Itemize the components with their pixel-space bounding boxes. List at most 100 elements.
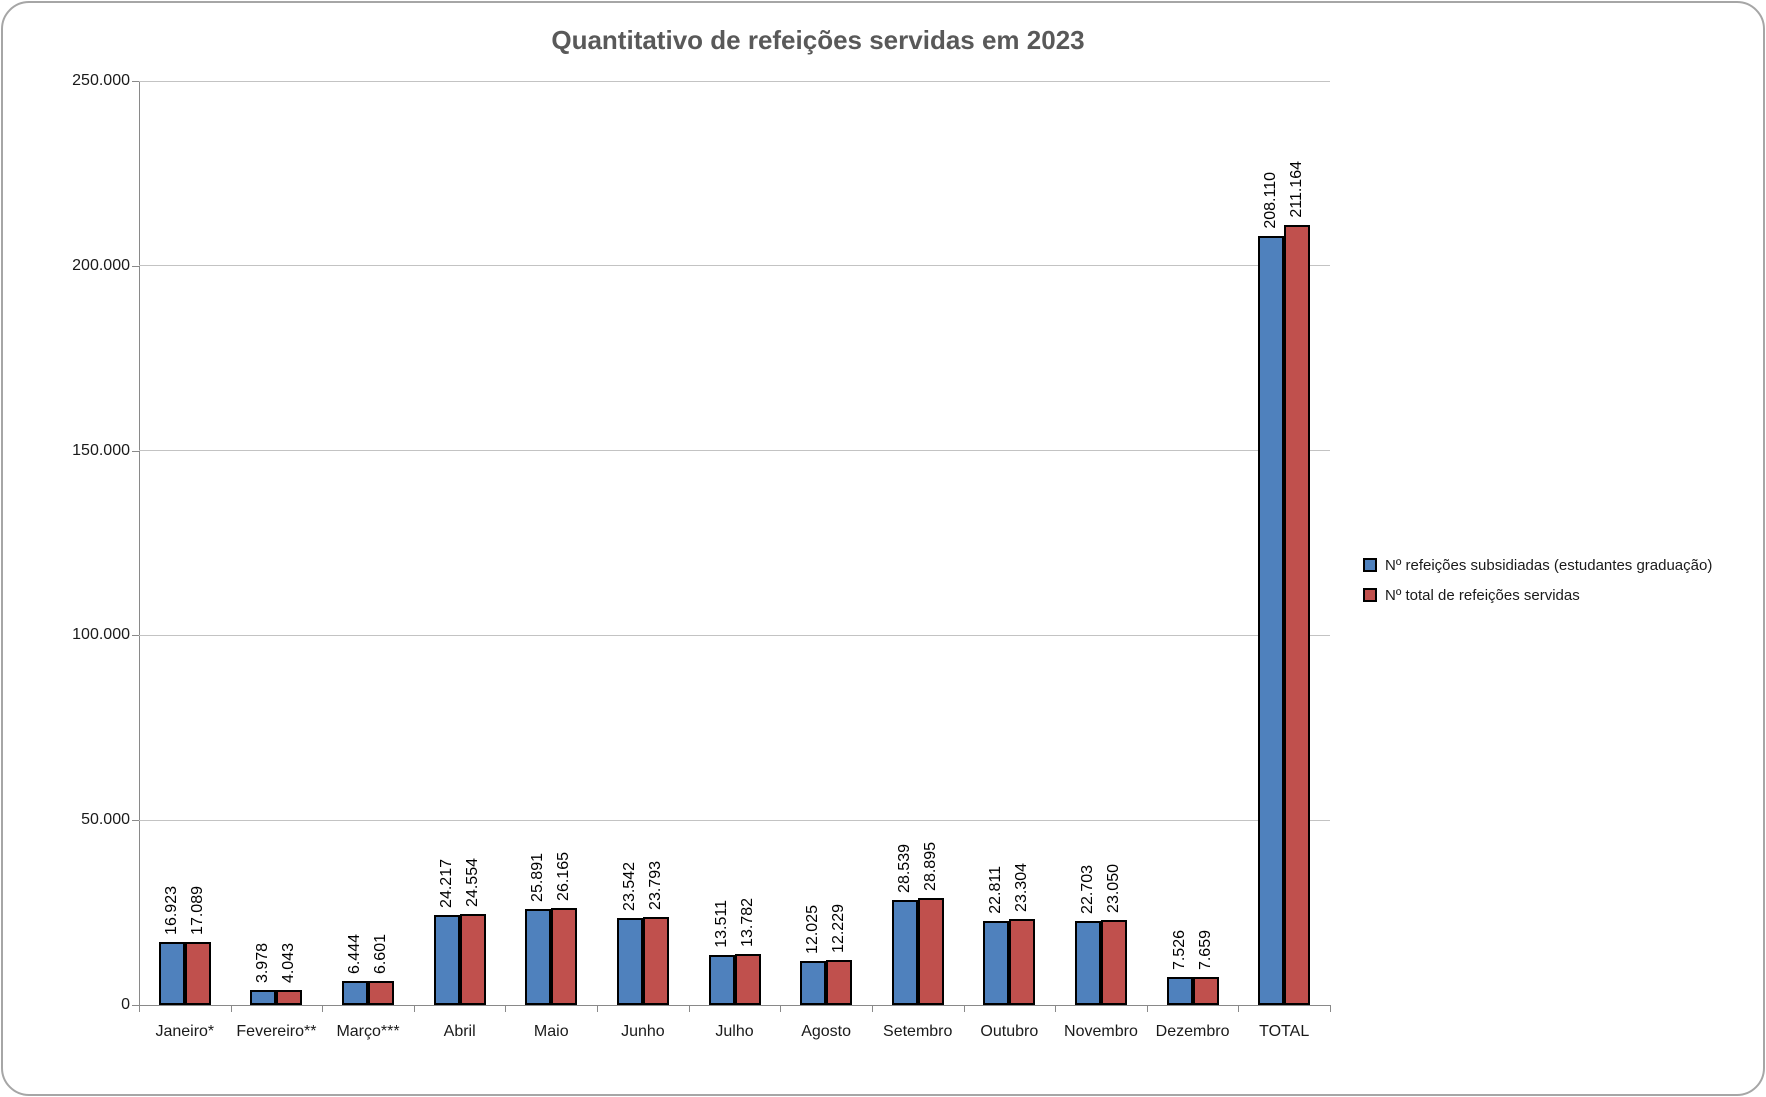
chart-title: Quantitativo de refeições servidas em 20… xyxy=(551,25,1085,55)
x-axis-line xyxy=(139,1005,1331,1006)
bar-value-label: 24.554 xyxy=(463,858,481,907)
bar xyxy=(826,960,853,1005)
legend-marker-icon xyxy=(1363,588,1377,602)
bar-value-label: 13.511 xyxy=(712,900,730,948)
x-axis-label: Julho xyxy=(715,1023,754,1040)
y-axis-label: 150.000 xyxy=(72,441,130,459)
y-axis-line xyxy=(139,81,140,1006)
bar xyxy=(1100,920,1127,1005)
bar xyxy=(433,915,460,1005)
x-axis-tick xyxy=(1146,1006,1148,1012)
bar xyxy=(250,990,277,1005)
bar-value-label: 22.811 xyxy=(987,866,1005,914)
x-axis-tick xyxy=(780,1006,782,1012)
bar xyxy=(734,954,761,1005)
y-axis-tick xyxy=(132,820,139,822)
y-axis-tick xyxy=(132,635,139,637)
x-axis-tick xyxy=(1238,1006,1240,1012)
x-axis-tick xyxy=(1330,1006,1331,1012)
bar xyxy=(917,898,944,1005)
y-axis-label: 250.000 xyxy=(72,72,130,89)
bar-value-label: 16.923 xyxy=(162,886,180,935)
gridline xyxy=(139,450,1330,452)
bar-value-label: 17.089 xyxy=(188,886,206,935)
x-axis-tick xyxy=(871,1006,873,1012)
bar xyxy=(276,990,303,1005)
gridline xyxy=(139,634,1330,636)
bar xyxy=(368,981,395,1005)
x-axis-label: Junho xyxy=(621,1023,665,1040)
x-axis-label: Outubro xyxy=(980,1023,1039,1040)
x-axis-tick xyxy=(688,1006,690,1012)
y-axis-tick xyxy=(132,81,139,82)
bar-value-label: 25.891 xyxy=(529,853,547,902)
x-axis-tick xyxy=(597,1006,599,1012)
bar-value-label: 12.229 xyxy=(830,904,848,953)
bar-value-label: 7.659 xyxy=(1196,929,1214,970)
x-axis-tick xyxy=(139,1006,140,1012)
x-axis-label: Janeiro* xyxy=(155,1023,215,1040)
y-axis-tick xyxy=(132,450,139,452)
x-axis-label: TOTAL xyxy=(1259,1023,1310,1040)
bar xyxy=(800,961,827,1005)
legend: Nº refeições subsidiadas (estudantes gra… xyxy=(1363,555,1712,605)
bar-value-label: 13.782 xyxy=(738,898,756,947)
bar xyxy=(1166,977,1193,1005)
bar-value-label: 26.165 xyxy=(555,852,573,901)
x-axis-label: Setembro xyxy=(883,1023,953,1040)
legend-item: Nº refeições subsidiadas (estudantes gra… xyxy=(1363,555,1712,575)
bar-value-label: 208.110 xyxy=(1262,172,1280,229)
y-axis-label: 100.000 xyxy=(72,626,130,644)
y-axis-tick xyxy=(132,265,139,267)
x-axis-tick xyxy=(1055,1006,1057,1012)
bar xyxy=(1074,921,1101,1005)
gridline xyxy=(139,80,1330,82)
bar xyxy=(616,918,643,1005)
bar xyxy=(1192,977,1219,1005)
legend-item: Nº total de refeições servidas xyxy=(1363,585,1712,605)
bar-value-label: 3.978 xyxy=(254,942,272,983)
x-axis-label: Agosto xyxy=(801,1023,851,1040)
y-axis-label: 0 xyxy=(121,996,130,1013)
bar xyxy=(525,909,552,1005)
bar xyxy=(459,914,486,1005)
bar xyxy=(184,942,211,1005)
bar xyxy=(1009,919,1036,1005)
bar xyxy=(1284,225,1311,1005)
bar-value-label: 23.050 xyxy=(1104,864,1122,913)
x-axis-label: Maio xyxy=(533,1023,569,1040)
bar xyxy=(642,917,669,1005)
x-axis-tick xyxy=(230,1006,232,1012)
bar xyxy=(891,900,918,1005)
x-axis-label: Dezembro xyxy=(1155,1023,1230,1040)
bar-value-label: 7.526 xyxy=(1170,929,1188,970)
bar-value-label: 6.601 xyxy=(372,933,390,974)
bar-value-label: 23.793 xyxy=(646,861,664,910)
x-axis-label: Novembro xyxy=(1064,1023,1138,1040)
bar-value-label: 23.304 xyxy=(1013,863,1031,912)
bar xyxy=(342,981,369,1005)
bar-value-label: 28.539 xyxy=(895,844,913,893)
bar xyxy=(551,908,578,1005)
bar-value-label: 211.164 xyxy=(1288,161,1306,218)
gridline xyxy=(139,819,1330,821)
plot-area: 16.923 17.089 3.978 4.043 6.444 6.601 24.217 24… xyxy=(139,80,1330,1005)
legend-label: Nº refeições subsidiadas (estudantes gra… xyxy=(1385,556,1713,574)
x-axis-tick xyxy=(413,1006,415,1012)
bar-value-label: 24.217 xyxy=(437,859,455,908)
bar-value-label: 23.542 xyxy=(620,862,638,911)
y-axis-label: 50.000 xyxy=(81,811,130,829)
legend-marker-icon xyxy=(1363,558,1377,572)
bar-value-label: 22.703 xyxy=(1078,865,1096,914)
gridline xyxy=(139,265,1330,267)
legend-label: Nº total de refeições servidas xyxy=(1385,586,1580,604)
y-axis-label: 200.000 xyxy=(72,256,130,274)
x-axis-tick xyxy=(505,1006,507,1012)
x-axis-tick xyxy=(963,1006,965,1012)
x-axis-label: Março*** xyxy=(336,1023,400,1040)
bar-value-label: 28.895 xyxy=(921,842,939,891)
x-axis-tick xyxy=(322,1006,324,1012)
bar xyxy=(1258,236,1285,1005)
bar xyxy=(158,942,185,1005)
